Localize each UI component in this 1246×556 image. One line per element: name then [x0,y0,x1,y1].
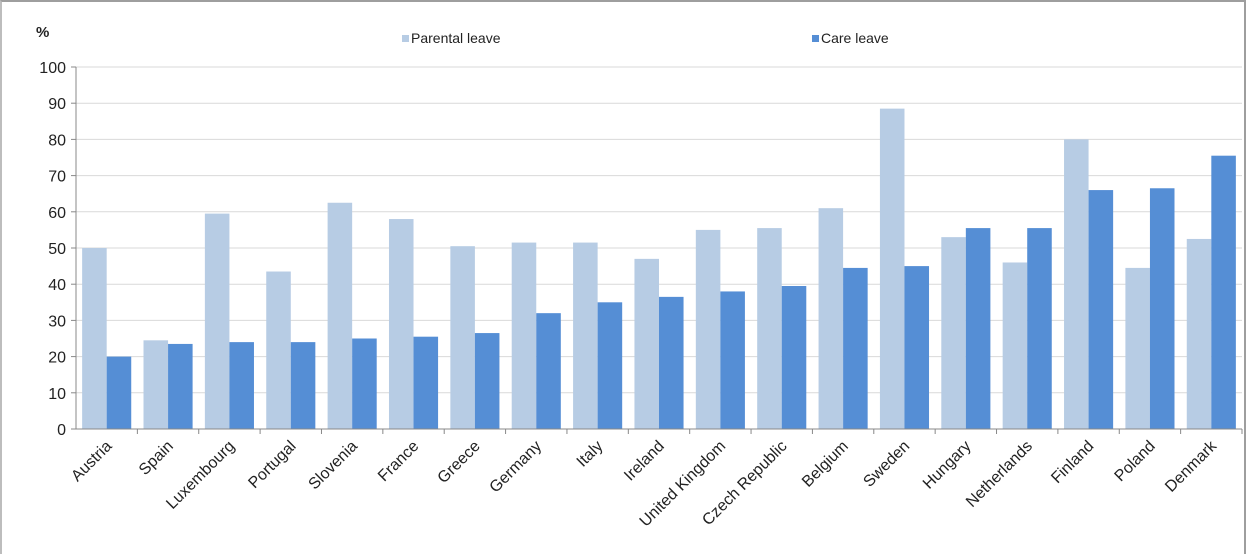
x-tick-label: Hungary [920,438,975,493]
y-tick-label: 0 [57,422,66,439]
y-tick-label: 10 [48,386,66,403]
y-tick-label: 60 [48,205,66,222]
bar-care-leave [659,296,684,429]
y-tick-label: 40 [48,277,66,294]
bar-care-leave [1149,188,1175,429]
y-tick-label: 20 [48,350,66,367]
bar-care-leave [536,313,561,429]
bar-care-leave [168,343,193,429]
x-tick-label: Ireland [621,438,668,485]
bar-care-leave [1211,155,1236,429]
legend-label: Care leave [821,30,889,46]
x-tick-label: Germany [487,438,546,497]
bar-parental-leave [511,242,537,429]
y-tick-label: 70 [48,169,66,186]
y-tick-label: 30 [48,313,66,330]
bar-parental-leave [1186,238,1212,429]
y-tick-label: 90 [48,96,66,113]
bar-care-leave [229,342,254,429]
bar-parental-leave [757,228,782,429]
bar-parental-leave [573,242,598,429]
bar-parental-leave [204,213,230,429]
y-axis-unit-label: % [36,24,49,41]
x-tick-label: Sweden [860,438,913,491]
bar-parental-leave [879,108,905,429]
y-tick-label: 80 [48,132,66,149]
bar-care-leave [1027,228,1052,429]
x-tick-label: Italy [574,438,607,471]
x-tick-label: Poland [1112,438,1159,485]
bar-care-leave [720,291,745,429]
y-tick-label: 100 [39,60,66,77]
bar-parental-leave [82,248,107,429]
bar-parental-leave [941,237,966,429]
legend-label: Parental leave [411,30,501,46]
x-tick-label: Slovenia [306,438,361,493]
legend-swatch [812,35,819,42]
x-tick-label: Denmark [1162,437,1221,496]
bar-parental-leave [450,246,475,429]
bar-parental-leave [818,208,844,429]
bar-parental-leave [266,271,291,429]
x-tick-label: Belgium [799,438,852,491]
bar-care-leave [904,266,930,429]
bar-parental-leave [388,219,414,429]
x-tick-label: Netherlands [963,438,1036,511]
y-tick-label: 50 [48,241,66,258]
x-tick-label: Portugal [245,438,299,492]
x-tick-label: Greece [435,438,484,487]
x-tick-label: Austria [68,438,115,485]
bar-care-leave [781,286,807,429]
bar-care-leave [843,267,868,429]
bar-care-leave [474,333,500,429]
x-tick-label: Spain [136,438,177,479]
legend: Parental leave Care leave [402,30,889,46]
bar-parental-leave [634,258,659,429]
bar-care-leave [290,342,316,429]
bar-parental-leave [1002,262,1028,429]
bar-parental-leave [695,229,721,429]
bar-care-leave [597,302,623,429]
bar-care-leave [413,336,439,429]
bar-care-leave [106,356,132,429]
bar-parental-leave [327,202,353,429]
bar-care-leave [965,228,991,429]
bar-care-leave [1088,190,1114,429]
x-tick-label: Finland [1048,438,1097,487]
bars [82,108,1236,429]
x-tick-label: France [375,438,422,485]
bar-parental-leave [143,340,169,429]
legend-swatch [402,35,409,42]
bar-care-leave [352,338,377,429]
bar-parental-leave [1064,139,1089,429]
bar-parental-leave [1125,267,1150,429]
